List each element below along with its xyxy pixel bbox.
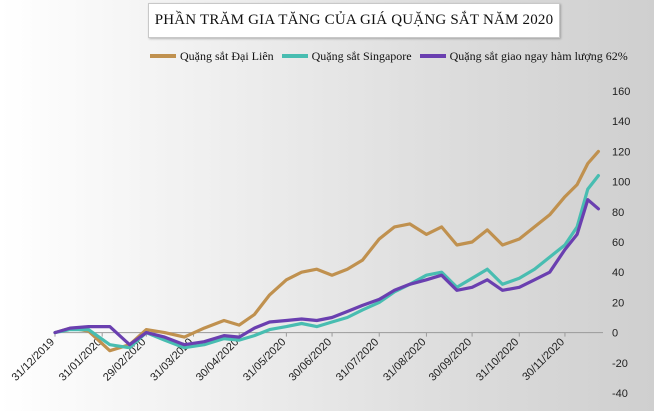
y-tick-label: 40: [612, 267, 624, 279]
legend-swatch-spot62: [419, 54, 446, 58]
legend-label-singapore: Quặng sắt Singapore: [311, 48, 412, 63]
y-tick-label: 120: [612, 146, 630, 158]
legend-label-dalian: Quặng sắt Đại Liên: [180, 48, 274, 63]
y-tick-label: -40: [612, 388, 628, 400]
legend-swatch-singapore: [281, 54, 308, 58]
y-tick-label: -20: [612, 358, 628, 370]
y-tick-label: 60: [612, 237, 624, 249]
x-tick-label: 31/08/2020: [381, 336, 428, 383]
x-tick-label: 31/01/2020: [57, 336, 104, 383]
x-tick-label: 31/07/2020: [334, 336, 381, 383]
legend-label-spot62: Quặng sắt giao ngay hàm lượng 62%: [449, 48, 628, 63]
y-tick-label: 80: [612, 207, 624, 219]
x-tick-label: 30/11/2020: [520, 336, 567, 383]
series-line-singapore: [53, 174, 601, 350]
x-tick-label: 31/05/2020: [241, 336, 288, 383]
x-tick-label: 31/10/2020: [474, 336, 521, 383]
series-line-dalian: [53, 149, 601, 353]
y-tick-label: 0: [612, 328, 618, 340]
series-line-spot62: [53, 198, 601, 347]
x-tick-label: 30/09/2020: [427, 336, 474, 383]
legend-swatch-dalian: [150, 54, 176, 58]
y-tick-label: 160: [612, 86, 630, 98]
y-tick-label: 100: [612, 177, 630, 189]
chart-title-box: PHẦN TRĂM GIA TĂNG CỦA GIÁ QUẶNG SẮT NĂM…: [148, 3, 560, 38]
legend-item-spot62: Quặng sắt giao ngay hàm lượng 62%: [419, 48, 628, 64]
legend-item-dalian: Quặng sắt Đại Liên: [150, 49, 274, 64]
y-tick-label: 140: [612, 116, 630, 128]
chart-title: PHẦN TRĂM GIA TĂNG CỦA GIÁ QUẶNG SẮT NĂM…: [154, 12, 554, 28]
x-tick-label: 30/06/2020: [287, 336, 334, 383]
y-tick-label: 20: [612, 297, 624, 309]
x-tick-label: 31/12/2019: [10, 336, 57, 383]
chart-legend: Quặng sắt Đại Liên Quặng sắt Singapore Q…: [150, 46, 628, 66]
legend-item-singapore: Quặng sắt Singapore: [281, 48, 412, 64]
